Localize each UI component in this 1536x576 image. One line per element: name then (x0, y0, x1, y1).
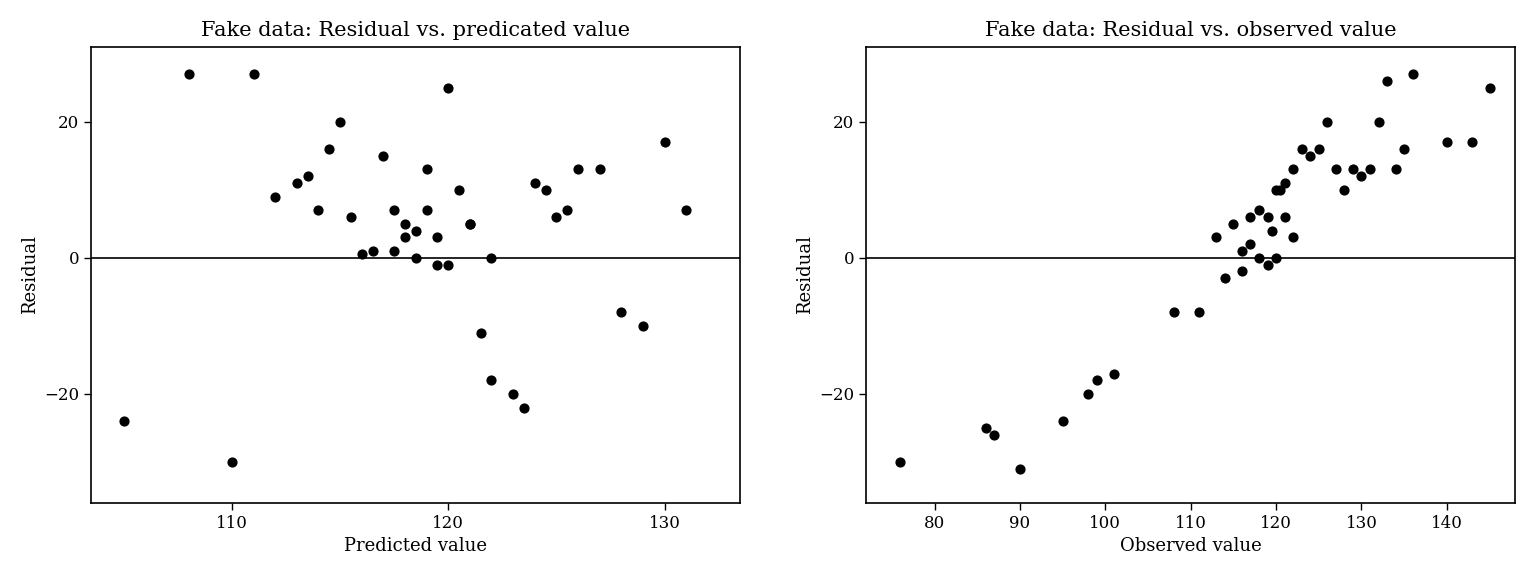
Point (554, 206, 579, 215)
Title: Fake data: Residual vs. predicated value: Fake data: Residual vs. predicated value (201, 21, 630, 40)
Point (1435, 138, 1459, 147)
Point (295, 172, 319, 181)
Point (982, 430, 1006, 439)
Point (522, 179, 547, 188)
Point (372, 151, 396, 160)
Point (1101, 369, 1126, 378)
Point (1247, 206, 1272, 215)
Point (1366, 117, 1390, 126)
Point (1247, 253, 1272, 263)
Point (404, 253, 429, 263)
Y-axis label: Residual: Residual (796, 236, 814, 314)
Point (458, 219, 482, 229)
Y-axis label: Residual: Residual (22, 236, 38, 314)
Point (1255, 260, 1279, 269)
Point (1238, 240, 1263, 249)
Point (1401, 70, 1425, 79)
Point (479, 253, 504, 263)
Point (458, 219, 482, 229)
Point (1255, 213, 1279, 222)
Point (1187, 308, 1212, 317)
Point (1349, 172, 1373, 181)
Point (393, 233, 418, 242)
Point (425, 233, 450, 242)
Point (1281, 233, 1306, 242)
Point (112, 416, 137, 426)
Point (415, 165, 439, 174)
Point (565, 165, 590, 174)
Point (1461, 138, 1485, 147)
Point (436, 260, 461, 269)
Point (263, 192, 287, 201)
Point (1332, 185, 1356, 195)
Point (1221, 219, 1246, 229)
Point (1238, 213, 1263, 222)
Point (241, 70, 266, 79)
Point (361, 247, 386, 256)
Point (382, 247, 407, 256)
Point (1269, 185, 1293, 195)
Title: Fake data: Residual vs. observed value: Fake data: Residual vs. observed value (985, 21, 1396, 40)
Point (404, 226, 429, 235)
X-axis label: Observed value: Observed value (1120, 537, 1261, 555)
Point (1307, 145, 1332, 154)
Point (1478, 83, 1502, 92)
Point (974, 423, 998, 433)
Point (415, 206, 439, 215)
Point (1008, 464, 1032, 473)
Point (533, 185, 558, 195)
Point (306, 206, 330, 215)
Point (1315, 117, 1339, 126)
Point (382, 206, 407, 215)
Point (447, 185, 472, 195)
Point (1272, 179, 1296, 188)
Point (1272, 213, 1296, 222)
Point (284, 179, 309, 188)
Point (1281, 165, 1306, 174)
Point (1375, 77, 1399, 86)
Point (1264, 185, 1289, 195)
Point (468, 328, 493, 338)
Point (587, 165, 611, 174)
Point (1392, 145, 1416, 154)
Point (501, 389, 525, 399)
Point (1051, 416, 1075, 426)
Point (425, 260, 450, 269)
X-axis label: Predicted value: Predicted value (344, 537, 487, 555)
Point (1204, 233, 1229, 242)
Point (631, 321, 656, 331)
Point (1384, 165, 1409, 174)
Point (436, 83, 461, 92)
Point (653, 138, 677, 147)
Point (1358, 165, 1382, 174)
Point (479, 376, 504, 385)
Point (177, 70, 201, 79)
Point (220, 457, 244, 467)
Point (888, 457, 912, 467)
Point (1324, 165, 1349, 174)
Point (674, 206, 699, 215)
Point (393, 219, 418, 229)
Point (1230, 267, 1255, 276)
Point (1289, 145, 1313, 154)
Point (1212, 274, 1236, 283)
Point (1298, 151, 1322, 160)
Point (327, 117, 352, 126)
Point (1341, 165, 1366, 174)
Point (349, 250, 373, 259)
Point (316, 145, 341, 154)
Point (1264, 253, 1289, 263)
Point (544, 213, 568, 222)
Point (511, 403, 536, 412)
Point (338, 213, 362, 222)
Point (608, 308, 633, 317)
Point (1260, 226, 1284, 235)
Point (1077, 389, 1101, 399)
Point (1161, 308, 1186, 317)
Point (1084, 376, 1109, 385)
Point (1230, 247, 1255, 256)
